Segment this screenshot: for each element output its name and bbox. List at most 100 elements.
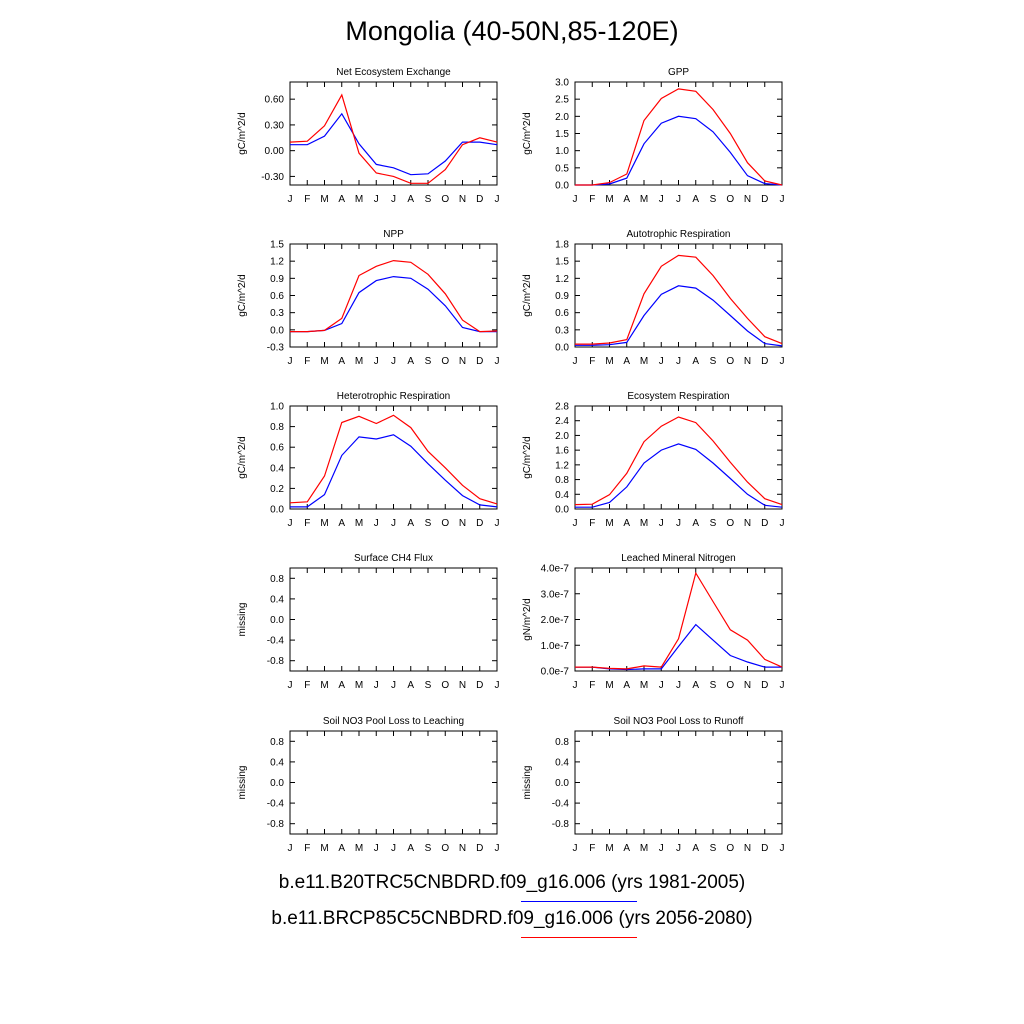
x-tick-label: S xyxy=(425,194,432,205)
y-axis-label: missing xyxy=(237,766,248,800)
x-tick-label: N xyxy=(459,680,466,691)
x-tick-label: J xyxy=(676,680,681,691)
y-tick-label: 0.8 xyxy=(270,737,284,748)
y-tick-label: 0.8 xyxy=(555,475,569,486)
x-tick-label: D xyxy=(761,680,768,691)
x-tick-label: J xyxy=(780,518,785,529)
y-axis-label: gN/m^2/d xyxy=(522,598,533,641)
x-tick-label: S xyxy=(425,518,432,529)
y-tick-label: 0.00 xyxy=(265,146,285,157)
y-tick-label: 0.6 xyxy=(555,308,569,319)
x-tick-label: A xyxy=(623,356,630,367)
y-tick-label: 0.3 xyxy=(270,308,284,319)
y-axis-label: gC/m^2/d xyxy=(237,436,248,479)
x-tick-label: J xyxy=(495,518,500,529)
y-tick-label: 1.5 xyxy=(555,129,569,140)
x-tick-label: D xyxy=(476,194,483,205)
y-axis-label: missing xyxy=(522,766,533,800)
x-tick-label: O xyxy=(726,518,734,529)
plot-frame xyxy=(574,730,783,835)
series-line-1 xyxy=(575,285,783,347)
x-tick-label: A xyxy=(338,518,345,529)
series-line-2 xyxy=(289,414,498,505)
x-tick-label: F xyxy=(304,194,310,205)
plot-frame xyxy=(289,81,498,186)
x-tick-label: A xyxy=(623,843,630,854)
x-tick-label: N xyxy=(744,356,751,367)
x-tick-label: M xyxy=(320,518,328,529)
x-tick-label: J xyxy=(288,194,293,205)
y-tick-label: 1.0e-7 xyxy=(541,641,570,652)
x-tick-label: N xyxy=(459,843,466,854)
y-tick-label: 3.0e-7 xyxy=(541,589,570,600)
series-line-2 xyxy=(289,93,498,184)
plot-frame xyxy=(289,405,498,510)
x-tick-label: N xyxy=(459,356,466,367)
x-tick-label: D xyxy=(476,518,483,529)
y-tick-label: 0.9 xyxy=(555,291,569,302)
x-tick-label: O xyxy=(441,680,449,691)
x-tick-label: A xyxy=(338,843,345,854)
x-tick-label: J xyxy=(573,194,578,205)
x-tick-label: D xyxy=(476,356,483,367)
x-tick-label: A xyxy=(692,843,699,854)
x-tick-label: J xyxy=(288,518,293,529)
y-tick-label: 0.0 xyxy=(555,778,569,789)
y-tick-label: 0.6 xyxy=(270,443,284,454)
x-tick-label: J xyxy=(391,356,396,367)
y-tick-label: 0.5 xyxy=(555,163,569,174)
y-tick-label: 3.0 xyxy=(555,78,569,89)
y-tick-label: 1.8 xyxy=(555,240,569,251)
y-tick-label: 1.5 xyxy=(555,257,569,268)
x-tick-label: F xyxy=(304,843,310,854)
x-tick-label: O xyxy=(726,356,734,367)
x-tick-label: D xyxy=(761,356,768,367)
x-tick-label: A xyxy=(338,356,345,367)
x-tick-label: J xyxy=(374,356,379,367)
x-tick-label: N xyxy=(744,194,751,205)
x-tick-label: A xyxy=(338,194,345,205)
x-tick-label: O xyxy=(441,518,449,529)
panel-title: Surface CH4 Flux xyxy=(354,553,433,564)
x-tick-label: A xyxy=(338,680,345,691)
y-tick-label: 0.0 xyxy=(270,615,284,626)
x-tick-label: D xyxy=(476,843,483,854)
y-tick-label: 0.4 xyxy=(555,490,569,501)
x-tick-label: O xyxy=(441,843,449,854)
y-tick-label: 1.2 xyxy=(270,257,284,268)
y-tick-label: 0.9 xyxy=(270,274,284,285)
x-tick-label: M xyxy=(320,843,328,854)
x-tick-label: D xyxy=(761,518,768,529)
x-tick-label: J xyxy=(288,356,293,367)
x-tick-label: J xyxy=(288,843,293,854)
x-tick-label: J xyxy=(659,843,664,854)
x-tick-label: S xyxy=(710,356,717,367)
x-tick-label: M xyxy=(605,518,613,529)
series-line-1 xyxy=(575,443,783,508)
x-tick-label: J xyxy=(676,843,681,854)
y-tick-label: 2.0e-7 xyxy=(541,615,570,626)
x-tick-label: J xyxy=(391,843,396,854)
x-tick-label: M xyxy=(320,194,328,205)
y-tick-label: 0.4 xyxy=(555,757,569,768)
x-tick-label: S xyxy=(425,356,432,367)
x-tick-label: S xyxy=(710,518,717,529)
x-tick-label: F xyxy=(304,680,310,691)
x-tick-label: F xyxy=(589,680,595,691)
y-tick-label: 0.8 xyxy=(270,574,284,585)
x-tick-label: M xyxy=(640,518,648,529)
y-tick-label: -0.4 xyxy=(267,799,285,810)
x-tick-label: A xyxy=(623,680,630,691)
y-axis-label: gC/m^2/d xyxy=(522,436,533,479)
x-tick-label: J xyxy=(573,843,578,854)
x-tick-label: N xyxy=(744,843,751,854)
y-tick-label: 0.0 xyxy=(555,181,569,192)
series-line-1 xyxy=(290,275,497,333)
y-tick-label: 2.5 xyxy=(555,95,569,106)
y-tick-label: -0.8 xyxy=(267,656,285,667)
x-tick-label: S xyxy=(710,680,717,691)
